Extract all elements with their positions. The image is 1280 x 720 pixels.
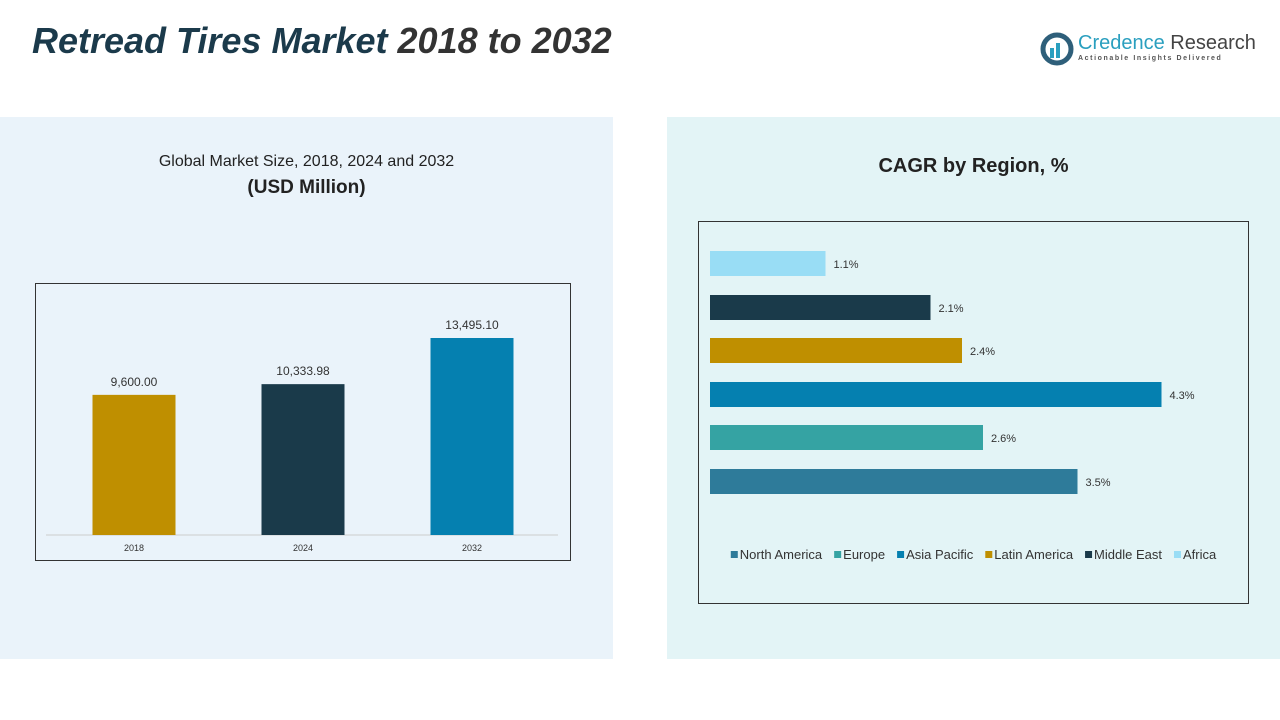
legend-item: Asia Pacific: [906, 547, 974, 562]
legend-item: Middle East: [1094, 547, 1162, 562]
data-label: 2.6%: [991, 433, 1016, 445]
bar-2032: [430, 338, 514, 535]
legend-swatch: [834, 551, 842, 558]
legend-item: Africa: [1183, 547, 1217, 562]
bar-2018: [92, 394, 176, 535]
bar-north-america: [710, 469, 1078, 494]
chart-title: CAGR by Region, %: [878, 155, 1069, 177]
legend-item: Europe: [843, 547, 885, 562]
market-size-chart-frame: 9,600.00 2018 10,333.98 2024 13,495.10 2032: [35, 283, 571, 561]
cagr-chart-frame: 1.1% 2.1% 2.4% 4.3% 2.6% 3.5% North America Eur…: [698, 221, 1249, 604]
legend-swatch: [985, 551, 993, 558]
data-label: 10,333.98: [276, 364, 330, 378]
data-label: 1.1%: [834, 259, 859, 271]
chart-subtitle: (USD Million): [247, 177, 366, 198]
bar-africa: [710, 251, 826, 276]
legend-swatch: [1085, 551, 1093, 558]
chart-title: Global Market Size, 2018, 2024 and 2032: [158, 153, 455, 170]
tick-label: 2018: [124, 543, 144, 553]
legend-swatch: [730, 551, 738, 558]
cagr-chart: 1.1% 2.1% 2.4% 4.3% 2.6% 3.5% North America Eur…: [710, 251, 1217, 562]
data-label: 9,600.00: [111, 375, 158, 389]
legend-item: Latin America: [994, 547, 1074, 562]
bar-asia-pacific: [710, 382, 1162, 407]
legend-swatch: [897, 551, 905, 558]
legend-swatch: [1173, 551, 1181, 558]
market-size-chart: 9,600.00 2018 10,333.98 2024 13,495.10 2032: [46, 318, 558, 553]
credence-research-logo: Credence Research Actionable Insights De…: [1040, 30, 1275, 70]
bar-europe: [710, 425, 983, 450]
data-label: 13,495.10: [445, 318, 499, 332]
data-label: 2.4%: [970, 346, 995, 358]
page-title: Retread Tires Market 2018 to 2032: [32, 20, 612, 61]
bar-2024: [261, 384, 345, 535]
legend-item: North America: [740, 547, 823, 562]
bar-middle-east: [710, 295, 931, 320]
bar-latin-america: [710, 338, 962, 363]
data-label: 3.5%: [1086, 477, 1111, 489]
data-label: 2.1%: [939, 303, 964, 315]
logo-icon: [1040, 32, 1074, 66]
data-label: 4.3%: [1170, 390, 1195, 402]
tick-label: 2024: [293, 543, 313, 553]
tick-label: 2032: [462, 543, 482, 553]
